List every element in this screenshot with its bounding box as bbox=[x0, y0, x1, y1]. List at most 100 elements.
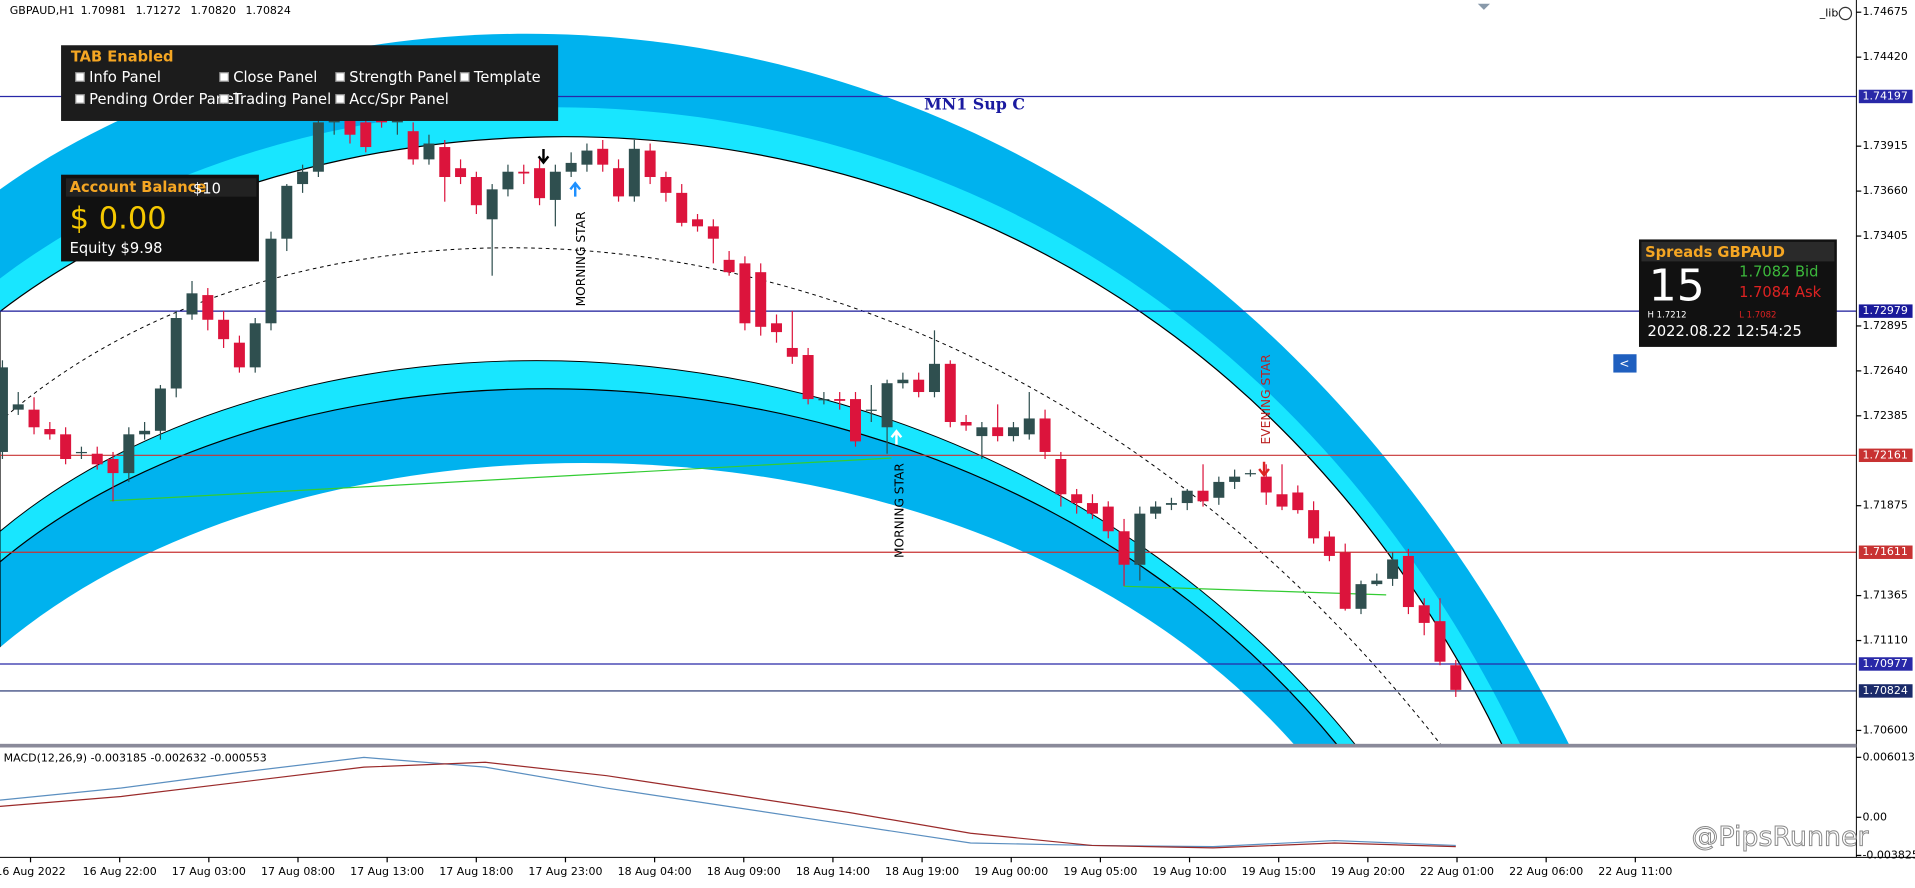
lib-label: _lib bbox=[1819, 6, 1839, 19]
option-label[interactable]: Strength Panel bbox=[349, 69, 456, 86]
candles bbox=[0, 85, 1462, 697]
x-tick-label: 17 Aug 03:00 bbox=[172, 865, 246, 878]
time-axis: 16 Aug 2022 16 Aug 22:00 17 Aug 03:00 17 Au… bbox=[0, 857, 1672, 878]
candle-body bbox=[518, 171, 530, 174]
candle-body bbox=[423, 143, 435, 160]
pattern-label: MORNING STAR bbox=[574, 211, 588, 306]
spread-value: 15 bbox=[1649, 260, 1705, 311]
symbol: GBPAUD,H1 bbox=[10, 4, 75, 17]
option-label[interactable]: Template bbox=[473, 69, 541, 86]
candle-body bbox=[265, 238, 277, 324]
y-tick-label: 1.72385 bbox=[1862, 409, 1907, 422]
candle-body bbox=[881, 383, 893, 428]
option-label[interactable]: Close Panel bbox=[233, 69, 317, 86]
candle-body bbox=[1023, 418, 1035, 435]
candle-body bbox=[1260, 476, 1272, 493]
level-note: MN1 Sup C bbox=[924, 95, 1025, 114]
level-label: 1.72161 bbox=[1862, 448, 1907, 461]
x-tick-label: 18 Aug 19:00 bbox=[885, 865, 959, 878]
candle-body bbox=[1165, 503, 1177, 505]
quote-value: 1.70981 bbox=[81, 4, 126, 17]
candle-body bbox=[60, 434, 72, 460]
day-low: L 1.7082 bbox=[1739, 311, 1776, 321]
quote-value: 1.70824 bbox=[245, 4, 290, 17]
candle-body bbox=[692, 219, 704, 227]
candle-body bbox=[1244, 473, 1256, 475]
candle-body bbox=[154, 388, 166, 431]
smiley bbox=[1838, 6, 1853, 21]
level-label: 1.70824 bbox=[1862, 684, 1907, 697]
candle-body bbox=[1387, 559, 1399, 579]
y-tick-label: 1.73915 bbox=[1862, 139, 1907, 152]
candle-body bbox=[1308, 510, 1320, 539]
candle-body bbox=[597, 148, 609, 165]
candle-body bbox=[170, 318, 182, 389]
collapse-button-label[interactable]: < bbox=[1619, 357, 1629, 371]
y-tick-label: 0.00 bbox=[1862, 810, 1886, 823]
candle-body bbox=[1213, 481, 1225, 498]
y-tick-label: 1.72640 bbox=[1862, 364, 1907, 377]
candle-body bbox=[486, 189, 498, 220]
checkbox[interactable] bbox=[219, 72, 229, 82]
pattern-label: EVENING STAR bbox=[1259, 354, 1273, 445]
bands bbox=[0, 33, 1570, 746]
candle-body bbox=[1007, 427, 1019, 437]
x-tick-label: 16 Aug 2022 bbox=[0, 865, 66, 878]
candle-body bbox=[660, 177, 672, 193]
quote-value: 1.71272 bbox=[136, 4, 181, 17]
checkbox[interactable] bbox=[219, 94, 229, 104]
candle-body bbox=[360, 122, 372, 148]
candle-body bbox=[1371, 580, 1383, 585]
candle-body bbox=[0, 367, 8, 452]
candle-body bbox=[407, 131, 419, 160]
checkbox[interactable] bbox=[335, 94, 346, 104]
candle-body bbox=[976, 427, 988, 437]
candle-body bbox=[44, 429, 56, 435]
candle-body bbox=[897, 379, 909, 384]
option-label[interactable]: Info Panel bbox=[89, 69, 161, 86]
checkbox[interactable] bbox=[75, 94, 85, 104]
level-tag bbox=[1858, 448, 1913, 463]
option-label[interactable]: Acc/Spr Panel bbox=[349, 91, 449, 108]
collapse-button[interactable] bbox=[1613, 354, 1637, 373]
y-tick-label: 1.73405 bbox=[1862, 229, 1907, 242]
arrow-up bbox=[569, 181, 582, 197]
x-tick-label: 22 Aug 06:00 bbox=[1509, 865, 1583, 878]
candle-body bbox=[139, 430, 151, 435]
candle-body bbox=[1150, 506, 1162, 514]
candle-body bbox=[1323, 536, 1335, 556]
candle-body bbox=[218, 319, 230, 340]
candle-body bbox=[1086, 503, 1098, 514]
level-label: 1.71611 bbox=[1862, 545, 1907, 558]
candle-body bbox=[1181, 490, 1193, 504]
candle-body bbox=[12, 404, 24, 410]
checkbox[interactable] bbox=[335, 72, 346, 82]
candle-body bbox=[1292, 492, 1304, 511]
candle-body bbox=[613, 168, 625, 197]
candle-body bbox=[944, 363, 956, 422]
option-label[interactable]: Trading Panel bbox=[232, 91, 331, 108]
spreads-title: Spreads GBPAUD bbox=[1645, 244, 1785, 261]
candle-body bbox=[818, 399, 830, 401]
tab-options: Info Panel Close Panel Strength Panel Templ… bbox=[75, 69, 541, 108]
dashed-curve bbox=[0, 247, 1442, 746]
checkbox[interactable] bbox=[75, 72, 85, 82]
levels bbox=[0, 95, 1857, 692]
candle-body bbox=[534, 168, 546, 199]
candle-body bbox=[755, 272, 767, 327]
lower-band-edge bbox=[0, 463, 1295, 746]
candle-body bbox=[281, 185, 293, 239]
pattern-label: MORNING STAR bbox=[893, 463, 907, 558]
checkbox[interactable] bbox=[459, 72, 470, 82]
x-tick-label: 19 Aug 10:00 bbox=[1153, 865, 1227, 878]
ask: 1.7084 Ask bbox=[1739, 284, 1822, 301]
tab-title: TAB Enabled bbox=[71, 48, 174, 65]
y-tick-label: -0.003825 bbox=[1862, 848, 1915, 861]
option-label[interactable]: Pending Order Panel bbox=[89, 91, 238, 108]
arrow-down bbox=[1258, 461, 1270, 478]
candle-body bbox=[581, 150, 593, 165]
candle-body bbox=[1434, 621, 1446, 662]
macd-line bbox=[0, 761, 1456, 849]
candle-body bbox=[1229, 476, 1241, 482]
tab-panel bbox=[61, 45, 559, 121]
